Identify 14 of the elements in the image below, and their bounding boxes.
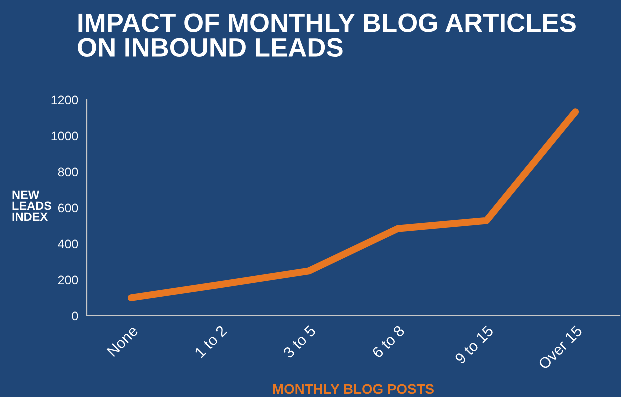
y-tick-label: 0 (72, 312, 78, 321)
y-tick-label: 1200 (52, 96, 78, 105)
x-tick-label: 3 to 5 (282, 325, 317, 359)
y-tick-label: 1000 (52, 132, 78, 141)
x-tick-label: 9 to 15 (454, 325, 494, 365)
chart-title: IMPACT OF MONTHLY BLOG ARTICLES ON INBOUND LEADS (78, 14, 576, 57)
y-tick-label: 600 (58, 204, 78, 213)
y-tick-label: 400 (58, 240, 78, 249)
y-tick-label: 200 (58, 276, 78, 285)
y-tick-label: 800 (58, 168, 78, 177)
x-tick-label: 6 to 8 (372, 325, 406, 359)
x-axis-title: MONTHLY BLOG POSTS (273, 384, 434, 394)
y-axis-title: NEW LEADS INDEX (12, 190, 52, 222)
x-tick-label: 1 to 2 (194, 325, 228, 358)
